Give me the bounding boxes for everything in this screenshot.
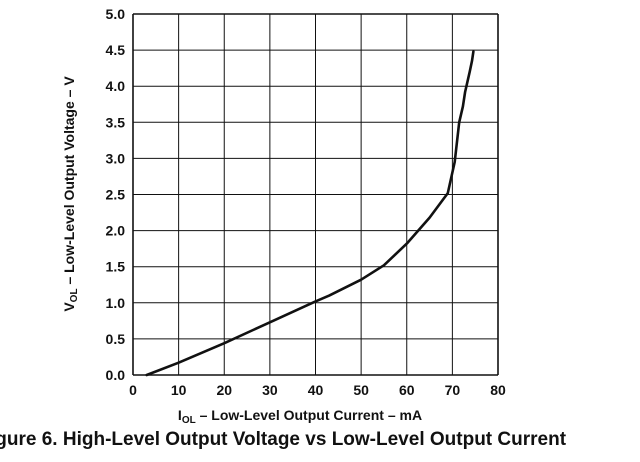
grid xyxy=(132,13,499,376)
y-tick-label: 0.0 xyxy=(106,367,126,383)
x-tick-label: 10 xyxy=(171,382,187,398)
y-axis-label: VOL – Low-Level Output Voltage – V xyxy=(61,76,80,312)
series-group xyxy=(145,50,475,377)
y-tick-label: 3.0 xyxy=(106,150,126,166)
x-tick-label: 0 xyxy=(129,382,137,398)
x-tick-label: 70 xyxy=(445,382,461,398)
x-tick-label: 30 xyxy=(262,382,278,398)
x-tick-label: 50 xyxy=(353,382,369,398)
y-tick-label: 4.5 xyxy=(106,42,126,58)
tick-labels: 0 10 20 30 40 50 60 70 80 0.0 0.5 1.0 1.5 2.0 2.5 3.0 3.… xyxy=(106,6,506,398)
y-tick-label: 2.0 xyxy=(106,223,126,239)
chart: 0 10 20 30 40 50 60 70 80 0.0 0.5 1.0 1.5 2.0 2.5 3.0 3.… xyxy=(61,6,506,426)
x-tick-label: 60 xyxy=(399,382,415,398)
x-tick-label: 20 xyxy=(216,382,232,398)
x-axis-label: IOL – Low-Level Output Current – mA xyxy=(178,407,422,426)
y-tick-label: 1.5 xyxy=(106,259,126,275)
x-tick-label: 40 xyxy=(308,382,324,398)
y-tick-label: 5.0 xyxy=(106,6,126,22)
y-tick-label: 0.5 xyxy=(106,331,126,347)
series-line xyxy=(145,50,475,377)
figure-caption: igure 6. High-Level Output Voltage vs Lo… xyxy=(0,429,567,450)
y-tick-label: 1.0 xyxy=(106,295,126,311)
y-tick-label: 4.0 xyxy=(106,78,126,94)
y-tick-label: 3.5 xyxy=(106,114,126,130)
x-tick-label: 80 xyxy=(490,382,506,398)
y-tick-label: 2.5 xyxy=(106,187,126,203)
